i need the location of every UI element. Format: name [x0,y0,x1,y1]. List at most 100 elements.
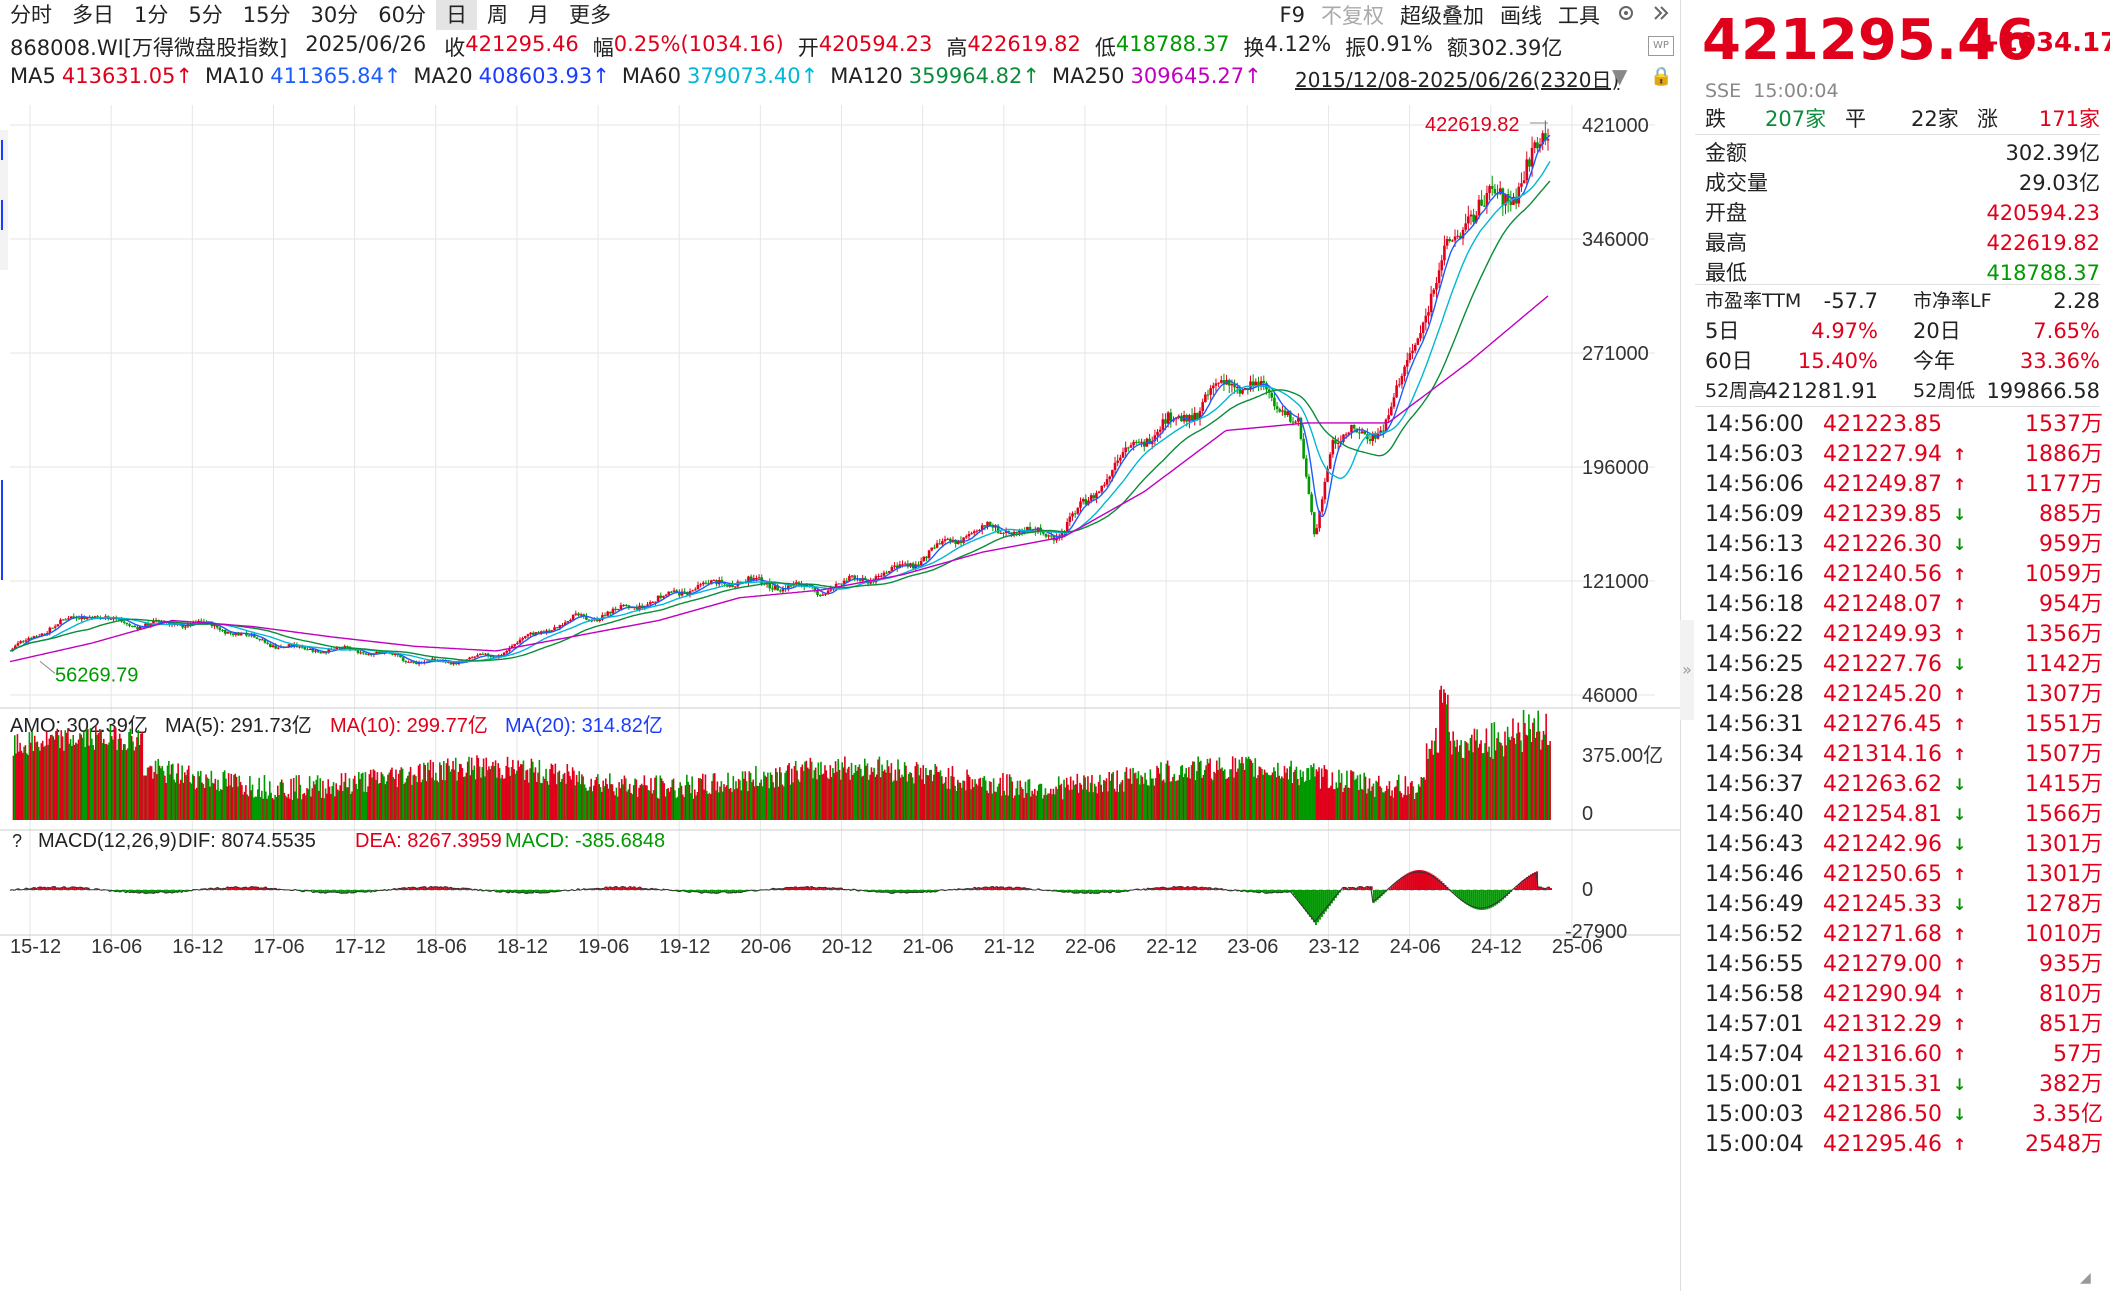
volume-bar [622,784,624,820]
volume-bar [243,791,246,820]
period-tab[interactable]: 日 [435,0,477,30]
volume-bar [1107,791,1109,820]
macd-bar [733,890,736,893]
macd-bar [320,890,323,894]
gear-icon[interactable] [1616,3,1636,28]
candle-body [1493,188,1497,194]
volume-bar [128,732,130,820]
chart-area[interactable]: 分时 多日 1分 5分 15分 30分 60分日周月更多 F9 不复权 超级叠加 画线 工具… [0,0,1680,1291]
period-tab[interactable]: 30分 [310,3,359,27]
volume-bar [233,774,235,820]
tick-row[interactable]: 14:56:28 421245.20 ↑ 1307万 [1705,680,2103,710]
period-tab[interactable]: 15分 [242,3,291,27]
chevron-double-right-icon[interactable] [1652,3,1670,28]
candle-body [1073,513,1077,515]
tick-row[interactable]: 14:56:40 421254.81 ↓ 1566万 [1705,800,2103,830]
period-tab[interactable]: 多日 [72,3,114,27]
tick-row[interactable]: 14:56:34 421314.16 ↑ 1507万 [1705,740,2103,770]
candle-body [949,538,952,542]
volume-bar [225,778,227,820]
volume-bar [219,789,222,820]
tick-row[interactable]: 14:56:09 421239.85 ↓ 885万 [1705,500,2103,530]
tick-row[interactable]: 14:56:03 421227.94 ↑ 1886万 [1705,440,2103,470]
candle-body [531,632,535,635]
overlay-button[interactable]: 超级叠加 [1400,4,1484,28]
price-chart[interactable]: 4210003460002710001960001210004600015-12… [0,95,1680,955]
period-tab[interactable]: 分时 [10,3,52,27]
lock-icon[interactable]: 🔒 [1650,66,1673,87]
candle-body [603,615,607,617]
candle-body [144,623,147,628]
security-code[interactable]: 868008.WI[万得微盘股指数] [10,36,288,60]
tick-row[interactable]: 14:56:43 421242.96 ↓ 1301万 [1705,830,2103,860]
tick-row[interactable]: 14:56:37 421263.62 ↓ 1415万 [1705,770,2103,800]
volume-bar [1052,788,1055,820]
volume-bar [1049,788,1052,820]
volume-bar [80,734,82,820]
tick-row[interactable]: 14:56:46 421250.65 ↑ 1301万 [1705,860,2103,890]
macd-bar [35,888,38,890]
tick-row[interactable]: 15:00:03 421286.50 ↓ 3.35亿 [1705,1100,2103,1130]
period-tab[interactable]: 60分 [378,3,426,27]
x-tick-label: 16-12 [172,936,223,955]
macd-bar [1360,886,1363,890]
volume-bar [452,760,454,820]
tick-row[interactable]: 14:56:00 421223.85 1537万 [1705,410,2103,440]
macd-bar [418,887,421,890]
no-restore-button[interactable]: 不复权 [1321,4,1384,28]
volume-bar [257,789,259,820]
macd-bar [221,888,224,890]
tick-row[interactable]: 14:57:01 421312.29 ↑ 851万 [1705,1010,2103,1040]
tick-row[interactable]: 14:56:55 421279.00 ↑ 935万 [1705,950,2103,980]
tick-row[interactable]: 14:56:13 421226.30 ↓ 959万 [1705,530,2103,560]
period-tab[interactable]: 月 [527,3,549,27]
tick-row[interactable]: 14:56:25 421227.76 ↓ 1142万 [1705,650,2103,680]
macd-bar [968,888,971,890]
volume-bar [287,793,290,820]
tick-row[interactable]: 14:56:22 421249.93 ↑ 1356万 [1705,620,2103,650]
volume-bar [1485,728,1488,820]
period-tab[interactable]: 1分 [134,3,169,27]
tick-row[interactable]: 14:56:18 421248.07 ↑ 954万 [1705,590,2103,620]
volume-bar [794,760,797,820]
volume-bar [624,778,627,820]
tick-row[interactable]: 14:56:16 421240.56 ↑ 1059万 [1705,560,2103,590]
macd-bar [1450,890,1453,891]
volume-bar [98,729,101,820]
tools-button[interactable]: 工具 [1558,4,1600,28]
draw-line-button[interactable]: 画线 [1500,4,1542,28]
volume-bar [481,767,484,820]
period-tab[interactable]: 更多 [568,3,611,27]
ma-label: MA120 [830,64,903,88]
wp-icon[interactable]: WP [1648,36,1674,56]
volume-bar [886,760,889,820]
volume-bar [1538,731,1541,820]
tick-time: 14:57:04 [1705,1042,1804,1067]
period-tab[interactable]: 5分 [188,3,223,27]
tick-row[interactable]: 14:56:58 421290.94 ↑ 810万 [1705,980,2103,1010]
volume-bar [951,765,954,820]
resize-grip-icon[interactable]: ◢ [2080,1270,2091,1286]
date-range-selector[interactable]: 2015/12/08-2025/06/26(2320日) [1295,68,1620,92]
tick-row[interactable]: 15:00:01 421315.31 ↓ 382万 [1705,1070,2103,1100]
f9-button[interactable]: F9 [1279,3,1305,27]
candle-body [136,627,139,630]
period-tab[interactable]: 周 [486,3,508,27]
triangle-down-icon[interactable]: ▼ [1612,64,1628,88]
volume-bar [417,765,420,820]
volume-bar [485,757,488,820]
tick-row[interactable]: 14:56:52 421271.68 ↑ 1010万 [1705,920,2103,950]
tick-row[interactable]: 14:56:31 421276.45 ↑ 1551万 [1705,710,2103,740]
volume-bar [1380,787,1383,820]
tick-row[interactable]: 14:56:06 421249.87 ↑ 1177万 [1705,470,2103,500]
volume-bar [160,768,162,820]
tick-row[interactable]: 15:00:04 421295.46 ↑ 2548万 [1705,1130,2103,1160]
volume-bar [744,771,747,820]
volume-bar [533,772,535,820]
volume-bar [437,782,440,820]
tick-row[interactable]: 14:57:04 421316.60 ↑ 57万 [1705,1040,2103,1070]
volume-bar [643,775,646,820]
candle-body [199,620,203,622]
collapse-panel-handle[interactable]: » [1680,620,1694,720]
tick-row[interactable]: 14:56:49 421245.33 ↓ 1278万 [1705,890,2103,920]
